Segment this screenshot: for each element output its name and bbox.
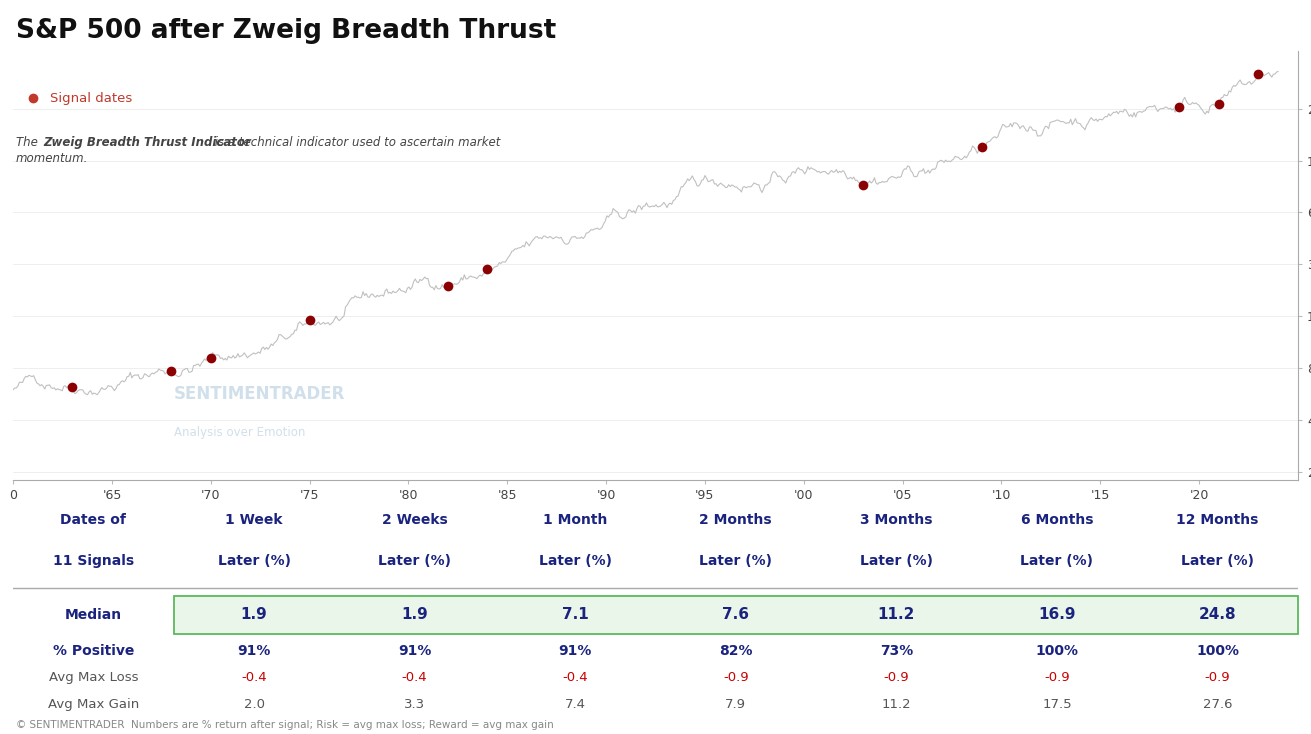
Text: 24.8: 24.8 [1198, 607, 1236, 622]
Text: SENTIMENTRADER: SENTIMENTRADER [174, 385, 345, 403]
Text: 3 Months: 3 Months [860, 513, 932, 527]
Text: 7.4: 7.4 [565, 698, 586, 711]
Text: 11.2: 11.2 [881, 698, 911, 711]
Text: 2 Weeks: 2 Weeks [382, 513, 447, 527]
Text: Later (%): Later (%) [699, 553, 772, 567]
Text: 17.5: 17.5 [1042, 698, 1072, 711]
Text: Avg Max Loss: Avg Max Loss [49, 671, 138, 684]
Text: 82%: 82% [718, 644, 753, 658]
Text: 1.9: 1.9 [401, 607, 427, 622]
Text: 91%: 91% [399, 644, 431, 658]
Text: -0.4: -0.4 [241, 671, 267, 684]
Text: -0.9: -0.9 [884, 671, 910, 684]
Text: Later (%): Later (%) [218, 553, 291, 567]
Text: 3.3: 3.3 [404, 698, 425, 711]
Text: Median: Median [64, 608, 122, 622]
Text: 100%: 100% [1036, 644, 1079, 658]
Text: 7.9: 7.9 [725, 698, 746, 711]
Text: -0.4: -0.4 [401, 671, 427, 684]
Text: 7.1: 7.1 [562, 607, 589, 622]
Text: 6 Months: 6 Months [1021, 513, 1093, 527]
Text: -0.4: -0.4 [562, 671, 589, 684]
Text: momentum.: momentum. [16, 152, 88, 165]
Text: Analysis over Emotion: Analysis over Emotion [174, 426, 305, 439]
Text: 11 Signals: 11 Signals [52, 553, 134, 567]
Text: -0.9: -0.9 [1205, 671, 1231, 684]
Text: Zweig Breadth Thrust Indicator: Zweig Breadth Thrust Indicator [43, 136, 250, 149]
Text: Later (%): Later (%) [1020, 553, 1093, 567]
Text: 11.2: 11.2 [877, 607, 915, 622]
Text: 7.6: 7.6 [722, 607, 750, 622]
Text: 100%: 100% [1196, 644, 1239, 658]
Text: Avg Max Gain: Avg Max Gain [47, 698, 139, 711]
Text: -0.9: -0.9 [1044, 671, 1070, 684]
Text: 91%: 91% [237, 644, 270, 658]
Text: 16.9: 16.9 [1038, 607, 1076, 622]
Text: 2 Months: 2 Months [700, 513, 772, 527]
Text: 73%: 73% [880, 644, 912, 658]
Text: The: The [16, 136, 42, 149]
Text: Later (%): Later (%) [1181, 553, 1255, 567]
Text: S&P 500 after Zweig Breadth Thrust: S&P 500 after Zweig Breadth Thrust [16, 18, 556, 44]
Text: 12 Months: 12 Months [1176, 513, 1259, 527]
Text: -0.9: -0.9 [722, 671, 749, 684]
Text: Later (%): Later (%) [860, 553, 933, 567]
Text: Dates of: Dates of [60, 513, 126, 527]
Text: 2.0: 2.0 [244, 698, 265, 711]
Text: 1.9: 1.9 [241, 607, 267, 622]
Text: © SENTIMENTRADER  Numbers are % return after signal; Risk = avg max loss; Reward: © SENTIMENTRADER Numbers are % return af… [16, 720, 553, 730]
Text: is a technical indicator used to ascertain market: is a technical indicator used to ascerta… [211, 136, 501, 149]
Text: 1 Month: 1 Month [543, 513, 607, 527]
Legend: Signal dates: Signal dates [20, 92, 132, 105]
Bar [174, 595, 1298, 633]
Text: 27.6: 27.6 [1202, 698, 1232, 711]
Text: 1 Week: 1 Week [225, 513, 283, 527]
Text: Later (%): Later (%) [539, 553, 612, 567]
Text: 91%: 91% [558, 644, 591, 658]
Text: % Positive: % Positive [52, 644, 134, 658]
Text: Later (%): Later (%) [378, 553, 451, 567]
